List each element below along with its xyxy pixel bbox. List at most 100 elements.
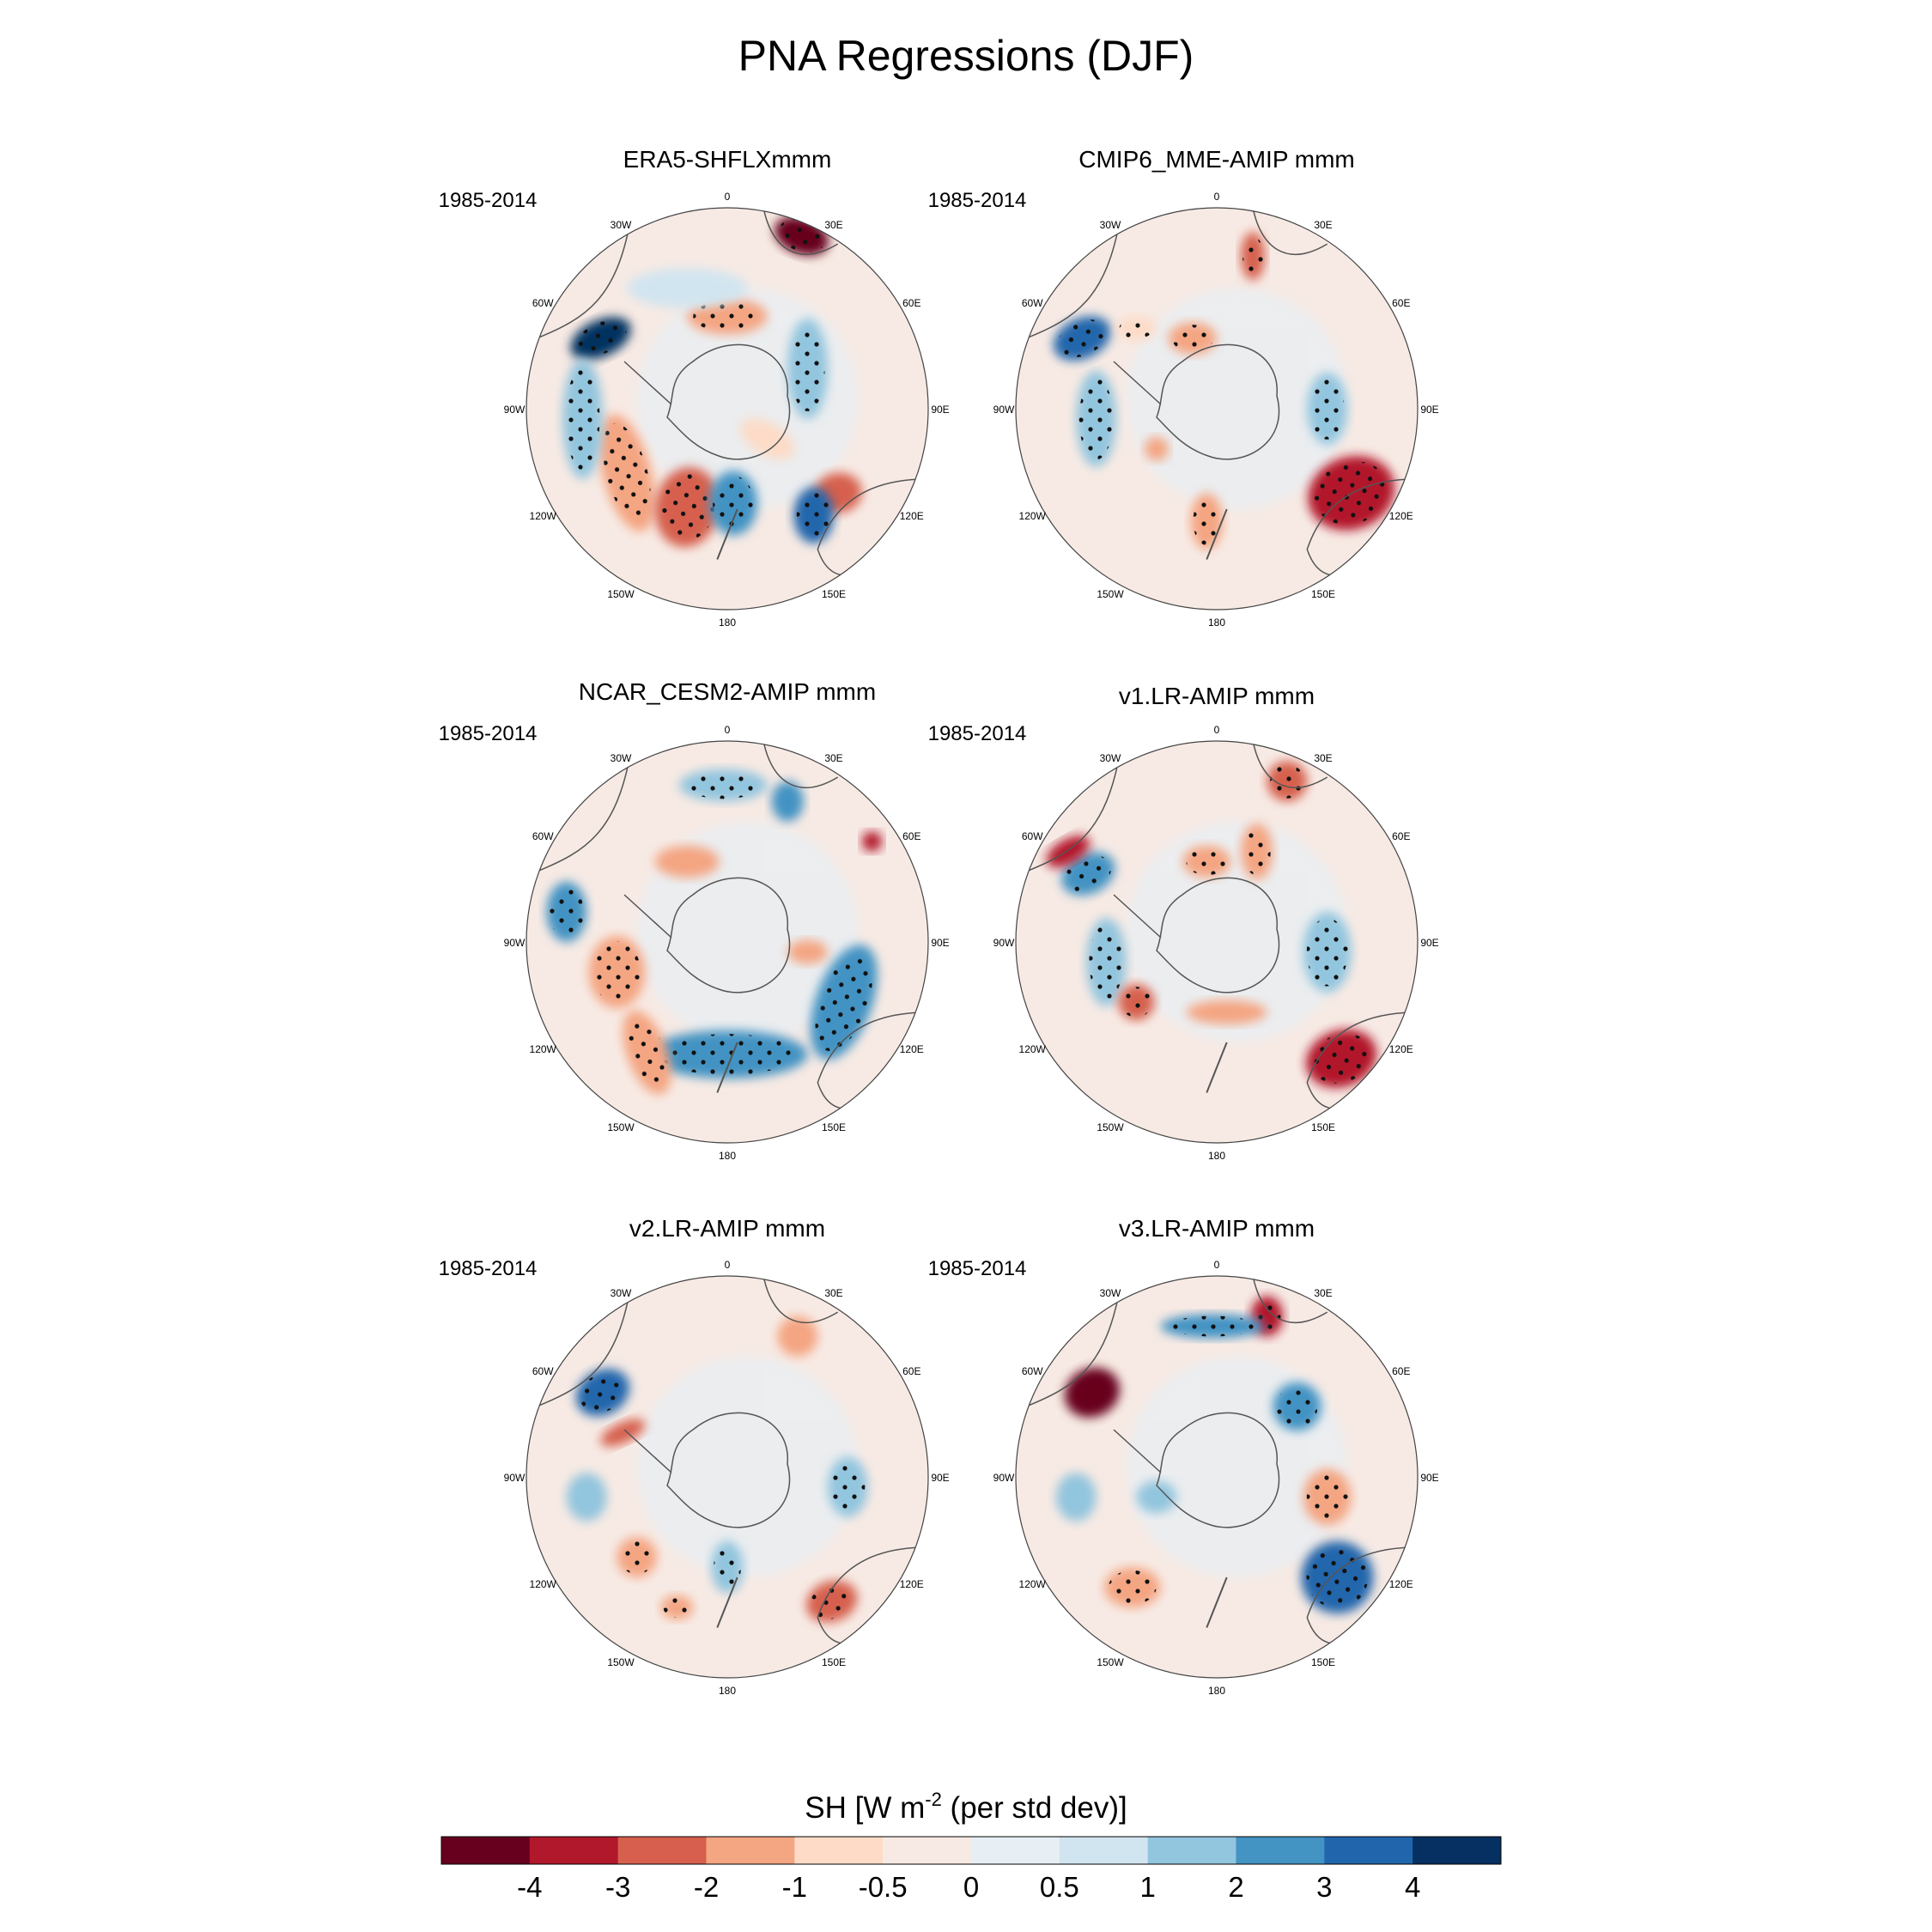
longitude-label: 30E bbox=[1314, 1287, 1332, 1299]
longitude-label: 150W bbox=[607, 588, 635, 600]
colorbar-tick-label: 0.5 bbox=[1040, 1871, 1079, 1903]
anomaly-region bbox=[1136, 1480, 1177, 1514]
colorbar-swatch bbox=[706, 1837, 795, 1864]
longitude-label: 150W bbox=[1097, 1121, 1124, 1133]
longitude-label: 30W bbox=[611, 1287, 632, 1299]
longitude-label: 90E bbox=[931, 404, 949, 416]
south-america-coastline bbox=[1025, 1285, 1121, 1407]
south-america-coastline bbox=[1025, 217, 1121, 339]
longitude-label: 90E bbox=[1420, 937, 1438, 949]
africa-coastline bbox=[762, 208, 839, 255]
antarctic-peninsula bbox=[623, 361, 672, 405]
significance-stipple bbox=[1121, 987, 1152, 1018]
significance-stipple bbox=[796, 491, 831, 539]
antarctic-peninsula bbox=[1113, 894, 1162, 939]
longitude-label: 120W bbox=[530, 510, 557, 522]
longitude-label: 30W bbox=[1100, 752, 1121, 764]
longitude-label: 180 bbox=[1208, 617, 1225, 629]
panel-cmip6: CMIP6_MME-AMIP mmm 1985-2014 0 30E 60E 90E 120… bbox=[928, 146, 1439, 629]
new-zealand-coastline bbox=[1206, 508, 1228, 560]
panel-period: 1985-2014 bbox=[439, 189, 538, 212]
longitude-label: 90W bbox=[504, 404, 526, 416]
longitude-label: 90E bbox=[1420, 404, 1438, 416]
colorbar-tick-label: -2 bbox=[694, 1871, 719, 1903]
colorbar-swatch bbox=[1147, 1837, 1236, 1864]
anomaly-region bbox=[1046, 835, 1091, 868]
significance-stipple bbox=[790, 325, 825, 411]
longitude-label: 150W bbox=[607, 1656, 635, 1668]
colorbar-swatch bbox=[971, 1837, 1060, 1864]
longitude-label: 0 bbox=[725, 1259, 731, 1271]
colorbar: SH [W m-2 (per std dev)] -4 -3 -2 -1 -0.5 0 0.… bbox=[440, 1789, 1502, 1903]
colorbar-label-sup: -2 bbox=[925, 1789, 942, 1810]
colorbar-label: SH [W m-2 (per std dev)] bbox=[805, 1789, 1127, 1825]
longitude-label: 60W bbox=[1022, 297, 1043, 309]
longitude-label: 30E bbox=[824, 752, 842, 764]
anomaly-region bbox=[654, 845, 720, 878]
significance-stipple bbox=[1186, 848, 1228, 876]
longitude-label: 180 bbox=[719, 1150, 736, 1162]
south-america-coastline bbox=[536, 750, 632, 872]
anomaly-region bbox=[861, 831, 883, 852]
colorbar-tick-label: 1 bbox=[1139, 1871, 1155, 1903]
anomaly-region bbox=[1186, 999, 1267, 1024]
africa-coastline bbox=[762, 1276, 839, 1323]
significance-stipple bbox=[549, 886, 584, 938]
figure-title: PNA Regressions (DJF) bbox=[738, 32, 1194, 80]
longitude-label: 90W bbox=[504, 937, 526, 949]
longitude-label: 0 bbox=[725, 724, 731, 736]
panels-group: ERA5-SHFLXmmm 1985-2014 0 30E 60E 90E 120E 150E… bbox=[439, 146, 1439, 1697]
africa-coastline bbox=[1252, 741, 1328, 788]
colorbar-frame bbox=[440, 1836, 1502, 1865]
significance-stipple bbox=[663, 1597, 691, 1619]
longitude-label: 120W bbox=[530, 1043, 557, 1055]
anomaly-region bbox=[627, 268, 748, 308]
longitude-label: 90W bbox=[993, 404, 1015, 416]
map-boundary bbox=[1015, 1275, 1419, 1679]
map-boundary bbox=[1015, 207, 1419, 611]
panel-era5: ERA5-SHFLXmmm 1985-2014 0 30E 60E 90E 120E 150E… bbox=[439, 146, 950, 629]
panel-v3: v3.LR-AMIP mmm 1985-2014 0 30E 60E 90E 120E 150… bbox=[928, 1215, 1439, 1697]
significance-stipple bbox=[1119, 318, 1154, 339]
significance-stipple bbox=[685, 771, 762, 799]
anomaly-region bbox=[1144, 436, 1169, 461]
africa-coastline bbox=[762, 741, 839, 788]
significance-stipple bbox=[1065, 854, 1111, 892]
colorbar-swatch bbox=[1413, 1837, 1502, 1864]
panel-title: v2.LR-AMIP mmm bbox=[629, 1215, 825, 1242]
new-zealand-coastline bbox=[1206, 1577, 1228, 1628]
colorbar-tick-label: 4 bbox=[1405, 1871, 1420, 1903]
map-field bbox=[1016, 1276, 1418, 1678]
colorbar-tick-label: -1 bbox=[782, 1871, 807, 1903]
longitude-label: 150E bbox=[1311, 588, 1335, 600]
colorbar-swatch bbox=[1236, 1837, 1325, 1864]
antarctic-peninsula bbox=[1113, 361, 1162, 405]
colorbar-swatch bbox=[1324, 1837, 1413, 1864]
longitude-label: 60E bbox=[902, 1365, 920, 1377]
longitude-label: 30W bbox=[611, 752, 632, 764]
longitude-label: 120W bbox=[1019, 1578, 1047, 1590]
significance-stipple bbox=[603, 422, 651, 523]
significance-stipple bbox=[659, 473, 715, 542]
map-boundary bbox=[1015, 740, 1419, 1144]
colorbar-tick-label: 3 bbox=[1316, 1871, 1332, 1903]
longitude-label: 0 bbox=[1214, 191, 1220, 203]
significance-stipple bbox=[1057, 319, 1107, 358]
longitude-label: 0 bbox=[1214, 1259, 1220, 1271]
anomaly-region bbox=[771, 781, 804, 822]
longitude-label: 60W bbox=[1022, 1365, 1043, 1377]
longitude-label: 90W bbox=[504, 1472, 526, 1484]
longitude-label: 150W bbox=[1097, 1656, 1124, 1668]
colorbar-tick-label: 0 bbox=[963, 1871, 979, 1903]
new-zealand-coastline bbox=[716, 508, 738, 560]
anomaly-region bbox=[566, 1473, 607, 1522]
significance-stipple bbox=[693, 301, 762, 332]
colorbar-tick-label: -3 bbox=[605, 1871, 630, 1903]
panel-v1: v1.LR-AMIP mmm 1985-2014 0 30E 60E 90E 120E 150… bbox=[928, 683, 1439, 1162]
colorbar-swatch bbox=[617, 1837, 707, 1864]
longitude-label: 90E bbox=[931, 937, 949, 949]
significance-stipple bbox=[1172, 325, 1213, 353]
south-america-coastline bbox=[536, 217, 632, 339]
significance-stipple bbox=[714, 1545, 741, 1590]
